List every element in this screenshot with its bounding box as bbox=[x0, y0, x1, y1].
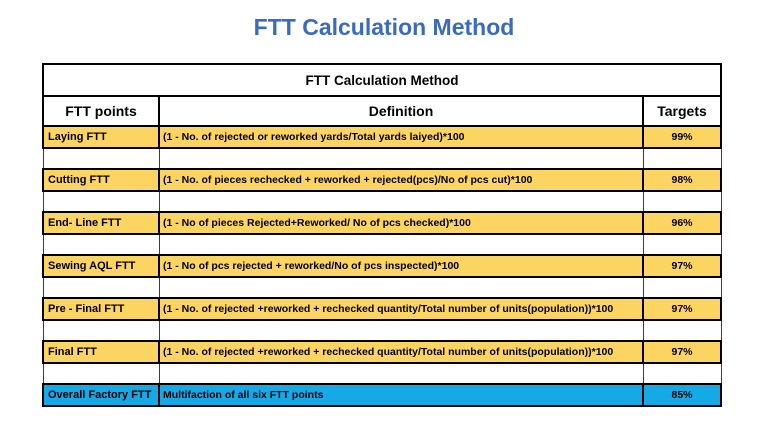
spacer-cell bbox=[642, 190, 722, 213]
target-cell: 96% bbox=[641, 211, 723, 235]
row-label-cell: End- Line FTT bbox=[42, 211, 160, 235]
column-header-row: FTT points Definition Targets bbox=[42, 95, 723, 127]
spacer-cell bbox=[158, 319, 644, 342]
target-cell: 97% bbox=[641, 297, 723, 321]
table-row-pre-final-ftt: Pre - Final FTT (1 - No. of rejected +re… bbox=[42, 297, 723, 321]
spacer-row bbox=[42, 362, 722, 385]
spacer-cell bbox=[42, 276, 160, 299]
table-row-overall-factory-ftt: Overall Factory FTT Multifaction of all … bbox=[42, 383, 723, 407]
definition-cell: (1 - No of pieces Rejected+Reworked/ No … bbox=[158, 211, 644, 235]
col-header-definition: Definition bbox=[158, 95, 644, 127]
spacer-cell bbox=[42, 319, 160, 342]
spacer-row bbox=[42, 319, 722, 342]
table-row-cutting-ftt: Cutting FTT (1 - No. of pieces rechecked… bbox=[42, 168, 723, 192]
spacer-cell bbox=[642, 276, 722, 299]
table-row-end-line-ftt: End- Line FTT (1 - No of pieces Rejected… bbox=[42, 211, 723, 235]
table-title-row: FTT Calculation Method bbox=[41, 63, 723, 97]
definition-cell: (1 - No. of rejected +reworked + recheck… bbox=[158, 340, 644, 364]
col-header-ftt-points: FTT points bbox=[42, 95, 160, 127]
definition-cell: (1 - No. of rejected +reworked + recheck… bbox=[158, 297, 644, 321]
spacer-cell bbox=[42, 362, 160, 385]
spacer-row bbox=[42, 147, 722, 170]
spacer-cell bbox=[158, 190, 644, 213]
spacer-row bbox=[42, 233, 722, 256]
table-row-final-ftt: Final FTT (1 - No. of rejected +reworked… bbox=[42, 340, 723, 364]
definition-cell: (1 - No. of pieces rechecked + reworked … bbox=[158, 168, 644, 192]
spacer-cell bbox=[42, 147, 160, 170]
target-cell: 85% bbox=[641, 383, 723, 407]
ftt-calculation-table: FTT Calculation Method FTT points Defini… bbox=[41, 63, 723, 407]
spacer-row bbox=[42, 190, 722, 213]
row-label-cell: Final FTT bbox=[42, 340, 160, 364]
spacer-cell bbox=[158, 276, 644, 299]
spacer-cell bbox=[42, 190, 160, 213]
target-cell: 98% bbox=[641, 168, 723, 192]
spacer-cell bbox=[642, 362, 722, 385]
table-title-cell: FTT Calculation Method bbox=[41, 63, 723, 97]
table-row-laying-ftt: Laying FTT (1 - No. of rejected or rewor… bbox=[42, 125, 723, 149]
row-label-cell: Pre - Final FTT bbox=[42, 297, 160, 321]
spacer-cell bbox=[642, 147, 722, 170]
spacer-cell bbox=[158, 362, 644, 385]
row-label-cell: Sewing AQL FTT bbox=[42, 254, 160, 278]
spacer-cell bbox=[158, 147, 644, 170]
spacer-cell bbox=[642, 319, 722, 342]
row-label-cell: Laying FTT bbox=[42, 125, 160, 149]
target-cell: 99% bbox=[641, 125, 723, 149]
target-cell: 97% bbox=[641, 254, 723, 278]
target-cell: 97% bbox=[641, 340, 723, 364]
row-label-cell: Cutting FTT bbox=[42, 168, 160, 192]
definition-cell: Multifaction of all six FTT points bbox=[158, 383, 644, 407]
spacer-cell bbox=[158, 233, 644, 256]
definition-cell: (1 - No. of rejected or reworked yards/T… bbox=[158, 125, 644, 149]
spacer-cell bbox=[642, 233, 722, 256]
col-header-targets: Targets bbox=[641, 95, 723, 127]
table-row-sewing-aql-ftt: Sewing AQL FTT (1 - No of pcs rejected +… bbox=[42, 254, 723, 278]
spacer-cell bbox=[42, 233, 160, 256]
definition-cell: (1 - No of pcs rejected + reworked/No of… bbox=[158, 254, 644, 278]
spacer-row bbox=[42, 276, 722, 299]
page-title: FTT Calculation Method bbox=[253, 14, 515, 40]
row-label-cell: Overall Factory FTT bbox=[42, 383, 160, 407]
